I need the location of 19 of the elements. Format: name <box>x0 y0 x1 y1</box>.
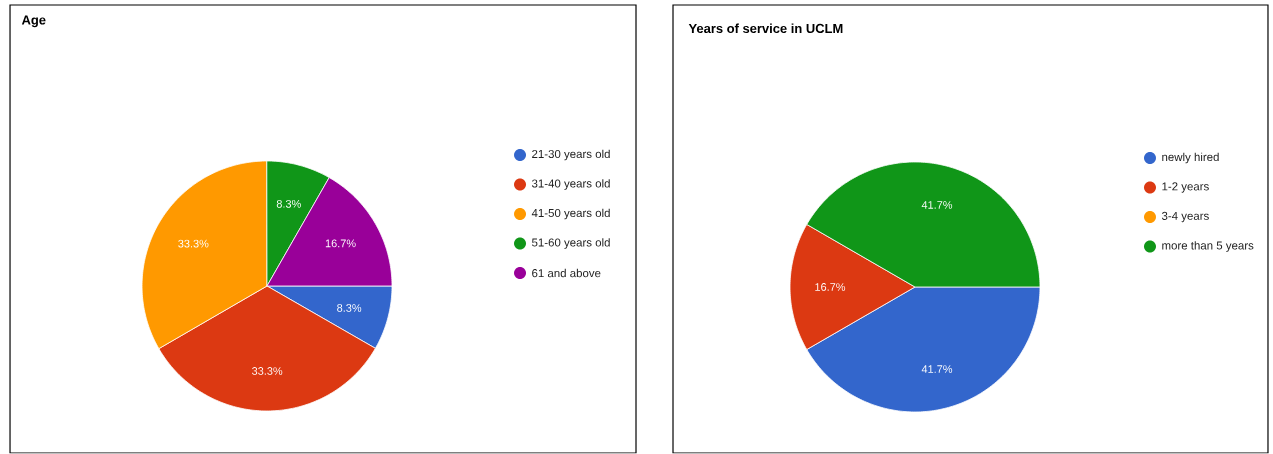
legend-label: newly hired <box>1162 152 1219 164</box>
legend-label: more than 5 years <box>1162 241 1254 253</box>
data-label: 41.7% <box>921 201 953 209</box>
data-label: 8.3% <box>276 200 301 208</box>
text: Age <box>21 15 46 28</box>
legend-label: 41-50 years old <box>531 208 610 220</box>
data-label: 41.7% <box>921 365 953 374</box>
legend-label: 1-2 years <box>1162 182 1209 193</box>
legend-label: 61 and above <box>532 268 601 278</box>
data-label: 16.7% <box>325 239 356 248</box>
data-label: 16.7% <box>815 283 846 292</box>
data-label: 33.3% <box>178 239 209 248</box>
legend-label: 51-60 years old <box>531 238 610 250</box>
legend-label: 21-30 years old <box>532 149 610 161</box>
chart-title: Years of service in UCLM <box>688 23 843 34</box>
data-label: 8.3% <box>337 304 362 313</box>
legend-label: 3-4 years <box>1161 212 1209 223</box>
legend-label: 31-40 years old <box>531 179 610 191</box>
data-label: 33.3% <box>252 367 283 376</box>
